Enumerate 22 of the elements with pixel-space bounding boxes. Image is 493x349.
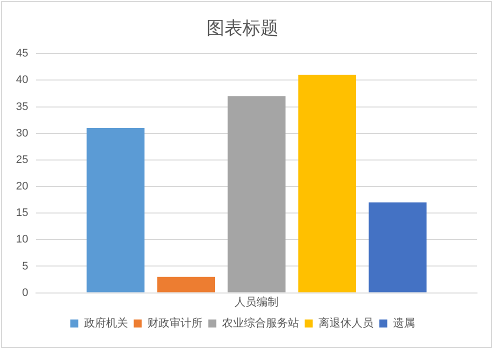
y-tick-label: 20 [16, 180, 28, 193]
y-tick-label: 0 [22, 286, 28, 299]
y-tick-label: 30 [16, 127, 28, 140]
y-tick-label: 5 [22, 260, 28, 272]
legend-label: 财政审计所 [147, 316, 202, 330]
chart-title: 图表标题 [206, 18, 278, 38]
y-tick-label: 25 [16, 154, 28, 166]
legend-label: 离退休人员 [318, 316, 374, 330]
y-tick-label: 10 [16, 234, 28, 246]
y-tick-label: 35 [16, 100, 28, 113]
bar [228, 96, 286, 292]
bar [368, 202, 427, 292]
x-tick-label: 人员编制 [234, 295, 279, 308]
y-tick-label: 40 [16, 74, 28, 86]
legend-label: 遗属 [392, 316, 415, 330]
legend-label: 政府机关 [84, 316, 128, 330]
bar [298, 74, 356, 292]
bar [157, 276, 216, 292]
legend-label: 农业综合服务站 [222, 316, 299, 330]
y-tick-label: 15 [16, 207, 28, 220]
bar [86, 128, 144, 292]
y-tick-label: 45 [16, 48, 28, 60]
